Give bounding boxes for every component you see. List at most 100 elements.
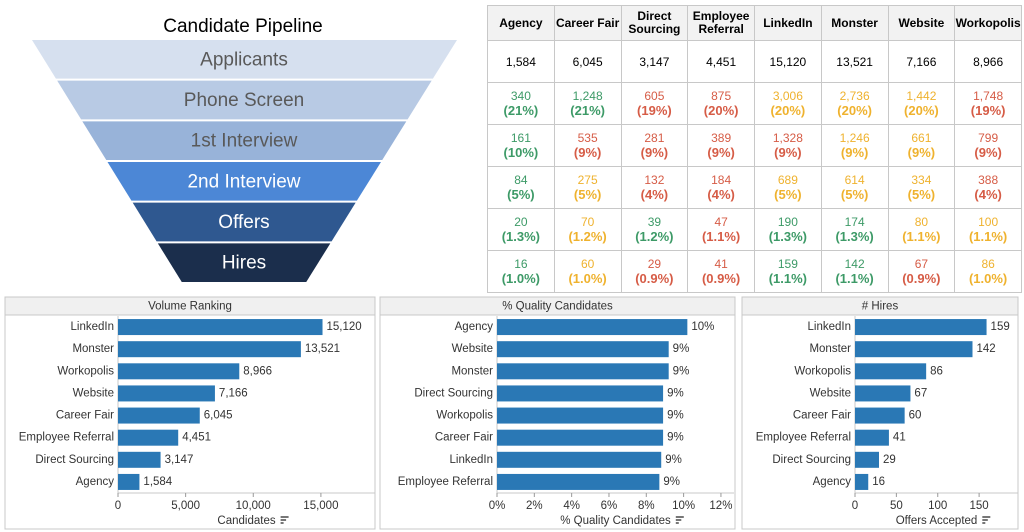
x-tick-label: 0% xyxy=(489,500,506,512)
count: 389 xyxy=(711,131,732,145)
category-label: Direct Sourcing xyxy=(35,454,114,466)
cell: 29 (0.9%) xyxy=(620,250,689,293)
pct: (1.0%) xyxy=(968,271,1008,286)
category-label: Direct Sourcing xyxy=(772,454,851,466)
count: 39 xyxy=(647,215,662,229)
pct: (1.1%) xyxy=(768,271,808,286)
bar xyxy=(118,451,161,468)
value-label: 9% xyxy=(663,476,680,488)
pct: (1.3%) xyxy=(835,229,874,244)
category-label: Employee Referral xyxy=(19,432,114,444)
cell: 389 (9%) xyxy=(687,124,755,167)
cell: 3,147 xyxy=(620,40,689,83)
cell: 41 (0.9%) xyxy=(687,250,755,293)
count: 3,006 xyxy=(772,89,803,103)
x-tick-label: 100 xyxy=(928,500,947,512)
value-label: 159 xyxy=(991,321,1010,333)
cell: 47 (1.1%) xyxy=(687,208,755,251)
chart-title: Volume Ranking xyxy=(148,301,232,313)
count: 142 xyxy=(844,257,865,271)
count: 100 xyxy=(978,215,999,229)
x-axis-title: Offers Accepted xyxy=(896,515,978,527)
category-label: LinkedIn xyxy=(808,321,851,333)
count: 1,246 xyxy=(839,131,870,145)
pct: (19%) xyxy=(637,103,672,118)
x-axis-title: Candidates xyxy=(217,515,275,527)
count: 689 xyxy=(777,173,798,187)
pct: (5%) xyxy=(507,187,535,202)
count: 80 xyxy=(914,215,929,229)
category-label: Employee Referral xyxy=(398,476,493,488)
cell: 161 (10%) xyxy=(487,124,555,167)
pct: (20%) xyxy=(770,103,806,118)
bar xyxy=(497,385,664,402)
value-label: 9% xyxy=(667,432,684,444)
cell: 39 (1.2%) xyxy=(620,208,689,251)
cell: 3,006 (20%) xyxy=(754,82,822,125)
pct: (0.9%) xyxy=(902,271,941,286)
column-header: LinkedIn xyxy=(754,5,822,41)
pct: (5%) xyxy=(774,187,802,202)
table-row: 161 (10%) 535 (9%) 281 (9%) 389 (9%) 1,328 (9%) 1,… xyxy=(487,124,1022,167)
pct: (10%) xyxy=(503,145,539,160)
cell: 80 (1.1%) xyxy=(887,208,956,251)
bar xyxy=(855,407,905,424)
count: 60 xyxy=(580,257,595,271)
pct: (1.3%) xyxy=(501,229,541,244)
bar xyxy=(497,363,669,380)
cell: 184 (4%) xyxy=(687,166,755,209)
category-label: Monster xyxy=(72,343,114,355)
bar xyxy=(497,473,660,490)
category-label: LinkedIn xyxy=(450,454,493,466)
category-label: Monster xyxy=(809,343,851,355)
count: 281 xyxy=(644,131,665,145)
count: 535 xyxy=(577,131,598,145)
bar xyxy=(855,363,927,380)
pct: (1.1%) xyxy=(902,229,941,244)
cell: 535 (9%) xyxy=(553,124,622,167)
funnel-label: 2nd Interview xyxy=(187,171,300,192)
chart-title: % Quality Candidates xyxy=(502,301,613,313)
count: 661 xyxy=(911,131,932,145)
category-label: Agency xyxy=(813,476,852,488)
funnel-label: Offers xyxy=(218,212,269,233)
funnel-label: Phone Screen xyxy=(184,90,304,111)
bar xyxy=(118,363,240,380)
value-label: 15,120 xyxy=(327,321,362,333)
count: 875 xyxy=(711,89,732,103)
pct: (1.0%) xyxy=(501,271,541,286)
count: 67 xyxy=(914,257,929,271)
value-label: 4,451 xyxy=(182,432,211,444)
pct: (9%) xyxy=(573,145,602,160)
value-label: 1,584 xyxy=(143,476,172,488)
pct: (4%) xyxy=(974,187,1002,202)
pct: (1.1%) xyxy=(968,229,1008,244)
cell: 60 (1.0%) xyxy=(553,250,622,293)
pct: (1.0%) xyxy=(568,271,607,286)
bar xyxy=(497,407,664,424)
category-label: Agency xyxy=(76,476,115,488)
column-header: Monster xyxy=(820,5,889,41)
pct: (1.1%) xyxy=(701,229,741,244)
column-header: Direct Sourcing xyxy=(620,5,689,41)
x-tick-label: 50 xyxy=(890,500,903,512)
value-label: 67 xyxy=(914,387,927,399)
count: 184 xyxy=(711,173,732,187)
cell: 4,451 xyxy=(687,40,755,83)
bar xyxy=(497,341,669,358)
cell: 159 (1.1%) xyxy=(754,250,822,293)
bar xyxy=(118,341,301,358)
x-axis-title: % Quality Candidates xyxy=(560,515,671,527)
cell: 275 (5%) xyxy=(553,166,622,209)
cell: 100 (1.1%) xyxy=(954,208,1022,251)
cell: 84 (5%) xyxy=(487,166,555,209)
count: 86 xyxy=(981,257,995,271)
count: 799 xyxy=(978,131,999,145)
category-label: Direct Sourcing xyxy=(414,387,493,399)
table-row: 340 (21%) 1,248 (21%) 605 (19%) 875 (20%) 3,006(… xyxy=(487,82,1022,125)
category-label: Website xyxy=(810,387,851,399)
value-label: 9% xyxy=(665,454,682,466)
funnel-label: 1st Interview xyxy=(191,131,298,152)
category-label: Career Fair xyxy=(435,432,493,444)
bar xyxy=(855,341,973,358)
